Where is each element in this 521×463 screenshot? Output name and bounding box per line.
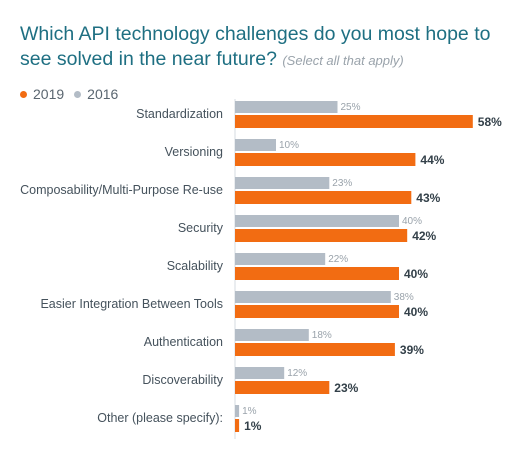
data-label-2019: 1% xyxy=(244,419,262,433)
bar-2016 xyxy=(235,253,326,265)
bar-2019 xyxy=(235,229,408,242)
category-label: Standardization xyxy=(136,107,223,121)
data-label-2016: 25% xyxy=(341,102,361,113)
bar-2016 xyxy=(235,367,285,379)
bar-2016 xyxy=(235,329,309,341)
category-label: Scalability xyxy=(167,259,224,273)
data-label-2019: 39% xyxy=(400,343,424,357)
bar-2019 xyxy=(235,381,330,394)
category-label: Discoverability xyxy=(142,373,223,387)
data-label-2016: 40% xyxy=(402,216,422,227)
bar-2016 xyxy=(235,215,399,227)
data-label-2019: 23% xyxy=(334,381,358,395)
legend-label-2019: 2019 xyxy=(33,86,65,102)
data-label-2019: 44% xyxy=(420,153,444,167)
legend-item-2016: 2016 xyxy=(74,86,118,102)
bar-2016 xyxy=(235,177,330,189)
chart-title-text: Which API technology challenges do you m… xyxy=(20,23,491,70)
data-label-2016: 12% xyxy=(287,368,307,379)
category-label: Versioning xyxy=(165,145,223,159)
bar-2019 xyxy=(235,191,412,204)
bar-2019 xyxy=(235,153,416,166)
chart-subtitle: (Select all that apply) xyxy=(282,53,404,68)
category-label: Other (please specify): xyxy=(97,411,223,425)
data-label-2016: 38% xyxy=(394,292,414,303)
data-label-2019: 58% xyxy=(478,115,502,129)
data-label-2016: 23% xyxy=(332,178,352,189)
category-label: Authentication xyxy=(144,335,223,349)
legend-label-2016: 2016 xyxy=(87,86,119,102)
bar-2016 xyxy=(235,405,240,417)
data-label-2016: 18% xyxy=(312,330,332,341)
category-label: Composability/Multi-Purpose Re-use xyxy=(20,183,223,197)
legend-swatch-2016 xyxy=(74,90,82,98)
chart-legend: 2019 2016 xyxy=(20,86,128,102)
category-label: Security xyxy=(178,221,224,235)
data-label-2019: 40% xyxy=(404,305,428,319)
data-label-2016: 22% xyxy=(328,254,348,265)
data-label-2016: 10% xyxy=(279,140,299,151)
data-label-2019: 43% xyxy=(416,191,440,205)
legend-item-2019: 2019 xyxy=(20,86,64,102)
bar-2019 xyxy=(235,305,399,318)
chart-title: Which API technology challenges do you m… xyxy=(20,22,510,73)
bar-2016 xyxy=(235,101,338,113)
legend-swatch-2019 xyxy=(20,90,27,98)
data-label-2016: 1% xyxy=(242,406,257,417)
bar-2016 xyxy=(235,291,391,303)
bar-2019 xyxy=(235,343,395,356)
data-label-2019: 40% xyxy=(404,267,428,281)
bar-2019 xyxy=(235,115,473,128)
bar-2016 xyxy=(235,139,276,151)
category-label: Easier Integration Between Tools xyxy=(40,297,223,311)
data-label-2019: 42% xyxy=(412,229,436,243)
bar-2019 xyxy=(235,267,399,280)
bar-2019 xyxy=(235,419,240,432)
